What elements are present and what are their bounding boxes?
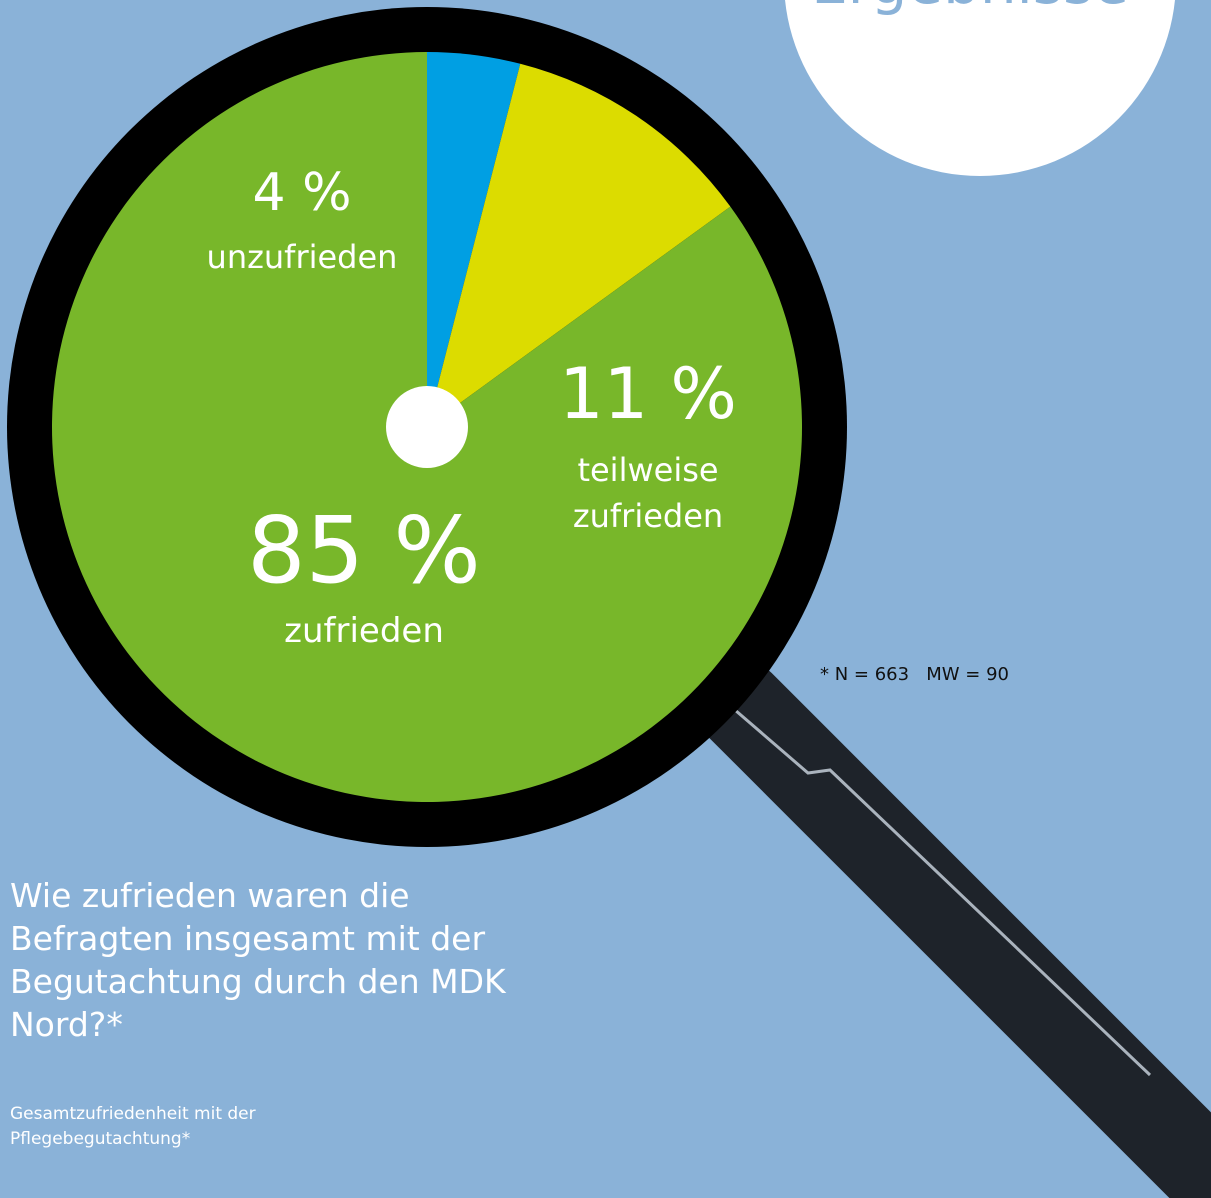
pie-slice-teilweise-zufrieden: [427, 63, 731, 428]
label-partly-text-line1: teilweise: [577, 451, 718, 489]
label-partly-value: 11 %: [559, 353, 737, 435]
label-satisfied-value: 85 %: [247, 497, 481, 604]
sample-note: * N = 663 MW = 90: [820, 664, 1009, 685]
label-partly-text-line2: zufrieden: [573, 497, 723, 535]
results-badge: [785, 0, 1175, 176]
label-dissatisfied-text: unzufrieden: [207, 238, 398, 276]
pie-center-hub: [386, 386, 468, 468]
label-satisfied-text: zufrieden: [284, 611, 444, 651]
survey-question: Wie zufrieden waren die Befragten insges…: [10, 876, 506, 1044]
pie-slice-unzufrieden: [427, 52, 521, 427]
chart-subtitle: Gesamtzufriedenheit mit der Pflegebeguta…: [10, 1104, 256, 1149]
label-dissatisfied-value: 4 %: [252, 163, 351, 223]
magnifier-handle: [695, 660, 1211, 1198]
badge-label: Ergebnisse: [800, 0, 1140, 18]
